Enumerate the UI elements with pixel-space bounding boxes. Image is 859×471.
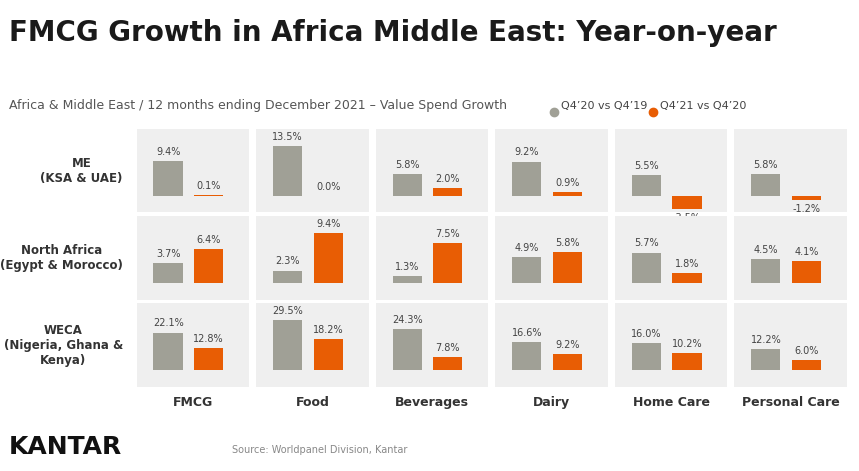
Text: -3.5%: -3.5% [673, 213, 701, 223]
Text: 3.7%: 3.7% [155, 249, 180, 259]
Text: 1.8%: 1.8% [674, 259, 699, 269]
Text: 6.4%: 6.4% [197, 235, 221, 244]
Text: FMCG Growth in Africa Middle East: Year-on-year: FMCG Growth in Africa Middle East: Year-… [9, 19, 777, 47]
Bar [154, 263, 183, 283]
Bar [752, 174, 781, 196]
Bar [512, 342, 541, 370]
Bar [314, 233, 343, 283]
Bar [752, 349, 781, 370]
Text: 0.9%: 0.9% [555, 178, 580, 188]
Text: 4.1%: 4.1% [795, 247, 819, 257]
Text: 5.5%: 5.5% [634, 161, 659, 171]
Text: ME
(KSA & UAE): ME (KSA & UAE) [40, 157, 123, 185]
Text: 0.0%: 0.0% [316, 182, 340, 192]
Text: Source: Worldpanel Division, Kantar: Source: Worldpanel Division, Kantar [232, 445, 407, 455]
Text: Home Care: Home Care [632, 396, 710, 409]
Bar [792, 261, 821, 283]
Text: 9.4%: 9.4% [316, 219, 340, 229]
Text: 9.4%: 9.4% [156, 147, 180, 157]
Text: KANTAR: KANTAR [9, 436, 122, 459]
Text: FMCG: FMCG [173, 396, 213, 409]
Text: -1.2%: -1.2% [792, 204, 820, 214]
Text: Personal Care: Personal Care [742, 396, 839, 409]
Bar [673, 196, 702, 209]
Bar [154, 161, 183, 196]
Bar [433, 243, 462, 283]
Text: 12.8%: 12.8% [193, 334, 224, 344]
Bar [393, 174, 422, 196]
Bar [552, 193, 582, 196]
Text: North Africa
(Egypt & Morocco): North Africa (Egypt & Morocco) [0, 244, 123, 272]
Bar [512, 257, 541, 283]
Text: Q4’20 vs Q4’19: Q4’20 vs Q4’19 [561, 101, 648, 111]
Text: 22.1%: 22.1% [153, 318, 184, 328]
Bar [631, 252, 661, 283]
Text: 4.9%: 4.9% [515, 243, 539, 252]
Bar [792, 360, 821, 370]
Bar [433, 357, 462, 370]
Text: Q4’21 vs Q4’20: Q4’21 vs Q4’20 [660, 101, 746, 111]
Bar [194, 349, 223, 370]
Bar [194, 249, 223, 283]
Text: 10.2%: 10.2% [672, 339, 702, 349]
Text: Dairy: Dairy [533, 396, 570, 409]
Bar [273, 271, 302, 283]
Bar [393, 276, 422, 283]
Text: 18.2%: 18.2% [313, 325, 344, 335]
Text: 2.0%: 2.0% [436, 174, 460, 184]
Bar [631, 343, 661, 370]
Text: 5.8%: 5.8% [555, 238, 580, 248]
Text: Africa & Middle East / 12 months ending December 2021 – Value Spend Growth: Africa & Middle East / 12 months ending … [9, 99, 507, 112]
Text: 13.5%: 13.5% [272, 131, 303, 142]
Bar [273, 146, 302, 196]
Text: 5.7%: 5.7% [634, 238, 659, 248]
Text: 24.3%: 24.3% [392, 315, 423, 325]
Text: WECA
(Nigeria, Ghana &
Kenya): WECA (Nigeria, Ghana & Kenya) [3, 324, 123, 366]
Bar [314, 339, 343, 370]
Text: 12.2%: 12.2% [751, 335, 781, 345]
Bar [552, 252, 582, 283]
Text: 6.0%: 6.0% [795, 346, 819, 356]
Text: 16.0%: 16.0% [631, 329, 661, 339]
Text: 1.3%: 1.3% [395, 262, 419, 272]
Text: 9.2%: 9.2% [515, 147, 539, 157]
Text: 7.8%: 7.8% [436, 342, 460, 353]
Bar [752, 259, 781, 283]
Bar [154, 333, 183, 370]
Bar [512, 162, 541, 196]
Bar [393, 329, 422, 370]
Text: 29.5%: 29.5% [272, 306, 303, 316]
Text: 9.2%: 9.2% [555, 340, 580, 350]
Text: Beverages: Beverages [395, 396, 469, 409]
Bar [273, 320, 302, 370]
Text: 5.8%: 5.8% [753, 160, 778, 170]
Text: Food: Food [295, 396, 329, 409]
Bar [792, 196, 821, 200]
Text: 0.1%: 0.1% [197, 181, 221, 191]
Bar [552, 354, 582, 370]
Text: 16.6%: 16.6% [511, 328, 542, 338]
Text: 5.8%: 5.8% [395, 160, 419, 170]
Bar [673, 353, 702, 370]
Bar [631, 175, 661, 196]
Bar [433, 188, 462, 196]
Text: 4.5%: 4.5% [753, 245, 778, 255]
Text: 7.5%: 7.5% [436, 229, 460, 239]
Text: 2.3%: 2.3% [276, 257, 300, 267]
Bar [673, 273, 702, 283]
